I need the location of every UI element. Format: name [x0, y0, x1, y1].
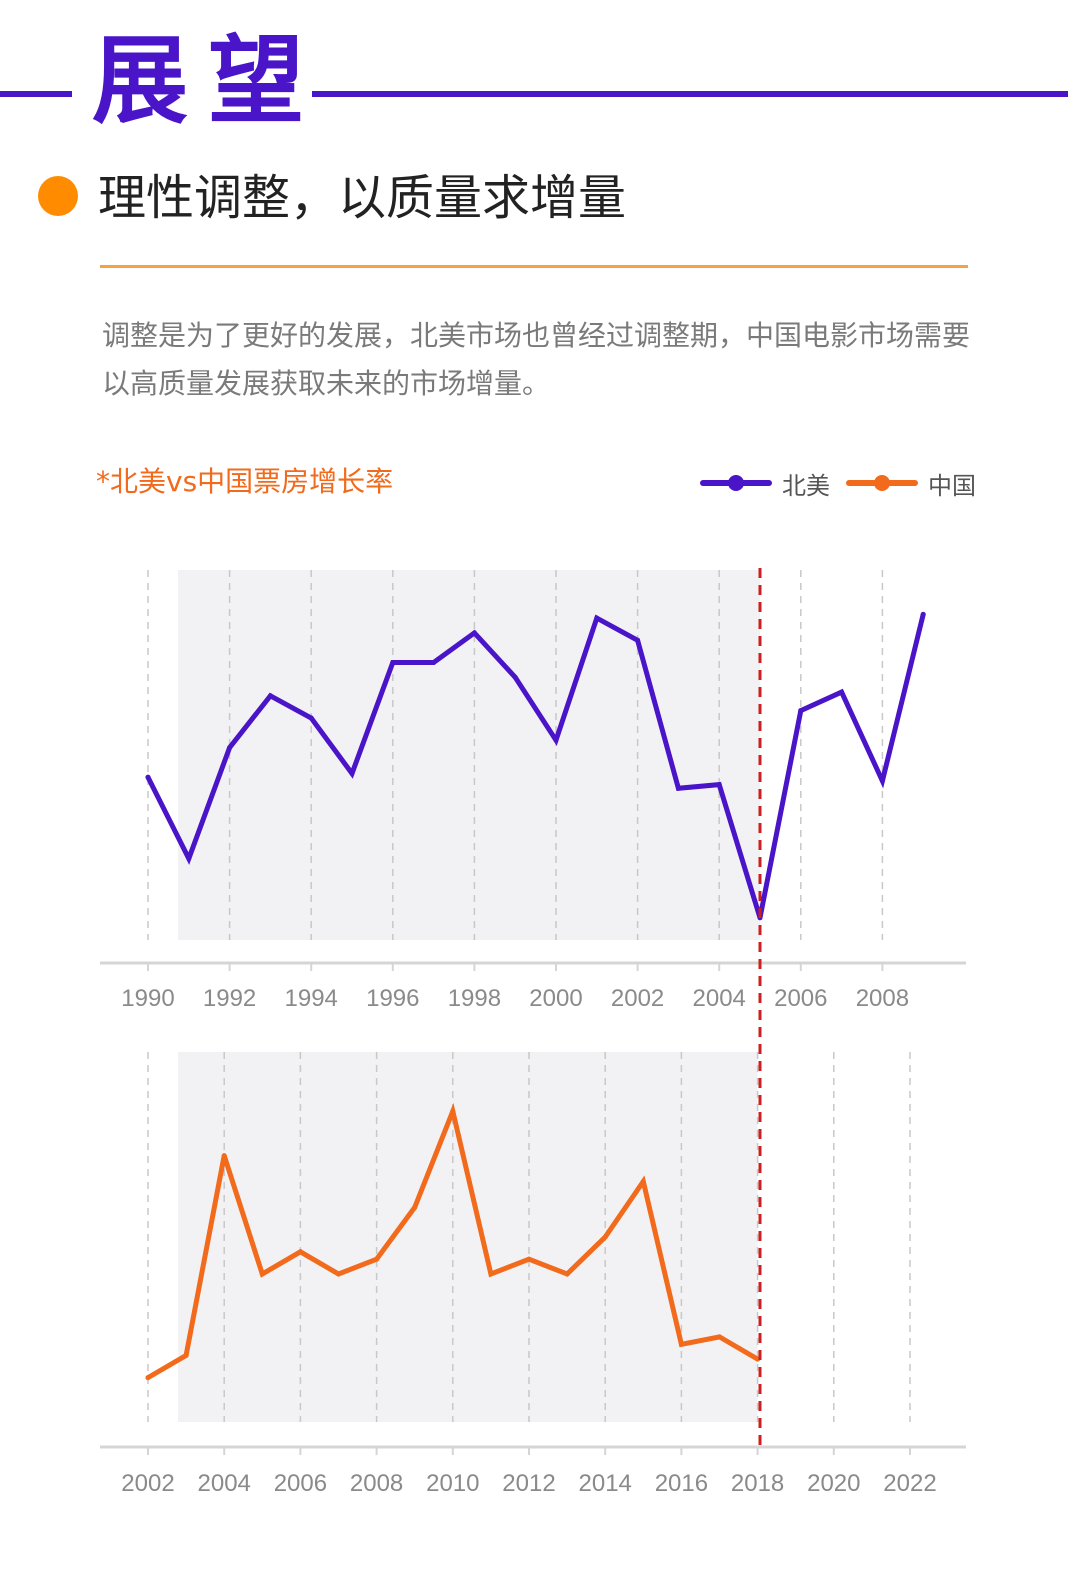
data-point-north-america — [227, 745, 233, 751]
data-point-north-america — [349, 771, 355, 776]
data-point-north-america — [839, 689, 845, 695]
x-tick-label: 2012 — [502, 1470, 555, 1497]
data-point-north-america — [716, 782, 722, 788]
data-point-north-america — [308, 715, 314, 721]
plot-band — [178, 1052, 758, 1422]
x-tick-label: 2002 — [121, 1470, 174, 1497]
data-point-china — [412, 1204, 418, 1210]
data-point-north-america — [431, 660, 437, 665]
title-rule-left — [0, 91, 72, 97]
x-tick-label: 2014 — [579, 1470, 632, 1497]
chart-title: *北美vs中国票房增长率 — [96, 465, 394, 498]
legend-dot-icon — [874, 475, 890, 491]
data-point-north-america — [635, 637, 641, 643]
data-point-china — [526, 1256, 532, 1262]
data-point-china — [183, 1352, 189, 1358]
section-subtitle: 理性调整，以质量求增量 — [98, 170, 627, 226]
legend-item-north-america: 北美 — [700, 466, 830, 500]
data-point-north-america — [145, 774, 151, 780]
data-point-china — [259, 1271, 265, 1277]
data-point-north-america — [186, 856, 192, 862]
x-tick-label: 2006 — [274, 1470, 327, 1497]
data-point-north-america — [512, 674, 518, 680]
x-tick-label: 2016 — [655, 1470, 708, 1497]
plot-band — [178, 570, 760, 940]
data-point-north-america — [879, 778, 885, 784]
data-point-north-america — [390, 660, 396, 665]
x-tick-label: 2018 — [731, 1470, 784, 1497]
x-tick-label: 1994 — [285, 985, 338, 1012]
x-tick-label: 1998 — [448, 985, 501, 1012]
legend-label-china: 中国 — [928, 471, 976, 500]
data-point-china — [145, 1375, 151, 1381]
title-rule-right — [312, 91, 1068, 97]
series-line-north-america — [145, 611, 926, 919]
x-tick-label: 1996 — [366, 985, 419, 1012]
data-point-china — [297, 1249, 303, 1255]
x-tick-label: 2004 — [198, 1470, 251, 1497]
data-point-china — [602, 1234, 608, 1240]
data-point-north-america — [594, 615, 600, 621]
data-point-china — [717, 1334, 722, 1340]
x-tick-label: 2006 — [774, 985, 827, 1012]
x-tick-label: 1990 — [121, 985, 174, 1012]
data-point-north-america — [267, 693, 273, 699]
section-description: 调整是为了更好的发展，北美市场也曾经过调整期，中国电影市场需要以高质量发展获取未… — [102, 319, 971, 400]
data-point-china — [374, 1256, 380, 1262]
x-tick-label: 2000 — [529, 985, 582, 1012]
data-point-china — [488, 1271, 494, 1277]
data-point-china — [336, 1271, 341, 1277]
legend-dot-icon — [728, 475, 744, 491]
data-point-north-america — [471, 630, 477, 636]
data-point-china — [450, 1108, 456, 1114]
x-tick-label: 2002 — [611, 985, 664, 1012]
data-point-china — [640, 1179, 646, 1184]
data-point-north-america — [798, 708, 804, 714]
x-tick-label: 2004 — [693, 985, 746, 1012]
bullet-dot-icon — [38, 176, 78, 216]
data-point-china — [221, 1153, 227, 1159]
x-tick-label: 2008 — [350, 1470, 403, 1497]
legend-label-north-america: 北美 — [782, 471, 830, 500]
data-point-north-america — [920, 611, 926, 617]
x-tick-label: 2010 — [426, 1470, 479, 1497]
data-point-china — [564, 1271, 570, 1277]
data-point-north-america — [675, 785, 681, 791]
x-tick-label: 2020 — [807, 1470, 860, 1497]
legend-swatch-china — [846, 475, 918, 491]
page-title: 展望 — [92, 25, 324, 137]
section-separator — [100, 265, 968, 268]
data-point-china — [678, 1341, 684, 1347]
data-point-north-america — [553, 737, 559, 743]
x-tick-label: 2022 — [883, 1470, 936, 1497]
x-tick-label: 1992 — [203, 985, 256, 1012]
x-tick-label: 2008 — [856, 985, 909, 1012]
legend-swatch-north-america — [700, 475, 772, 491]
legend-item-china: 中国 — [846, 466, 976, 500]
title-row: 展望 — [0, 20, 1080, 137]
